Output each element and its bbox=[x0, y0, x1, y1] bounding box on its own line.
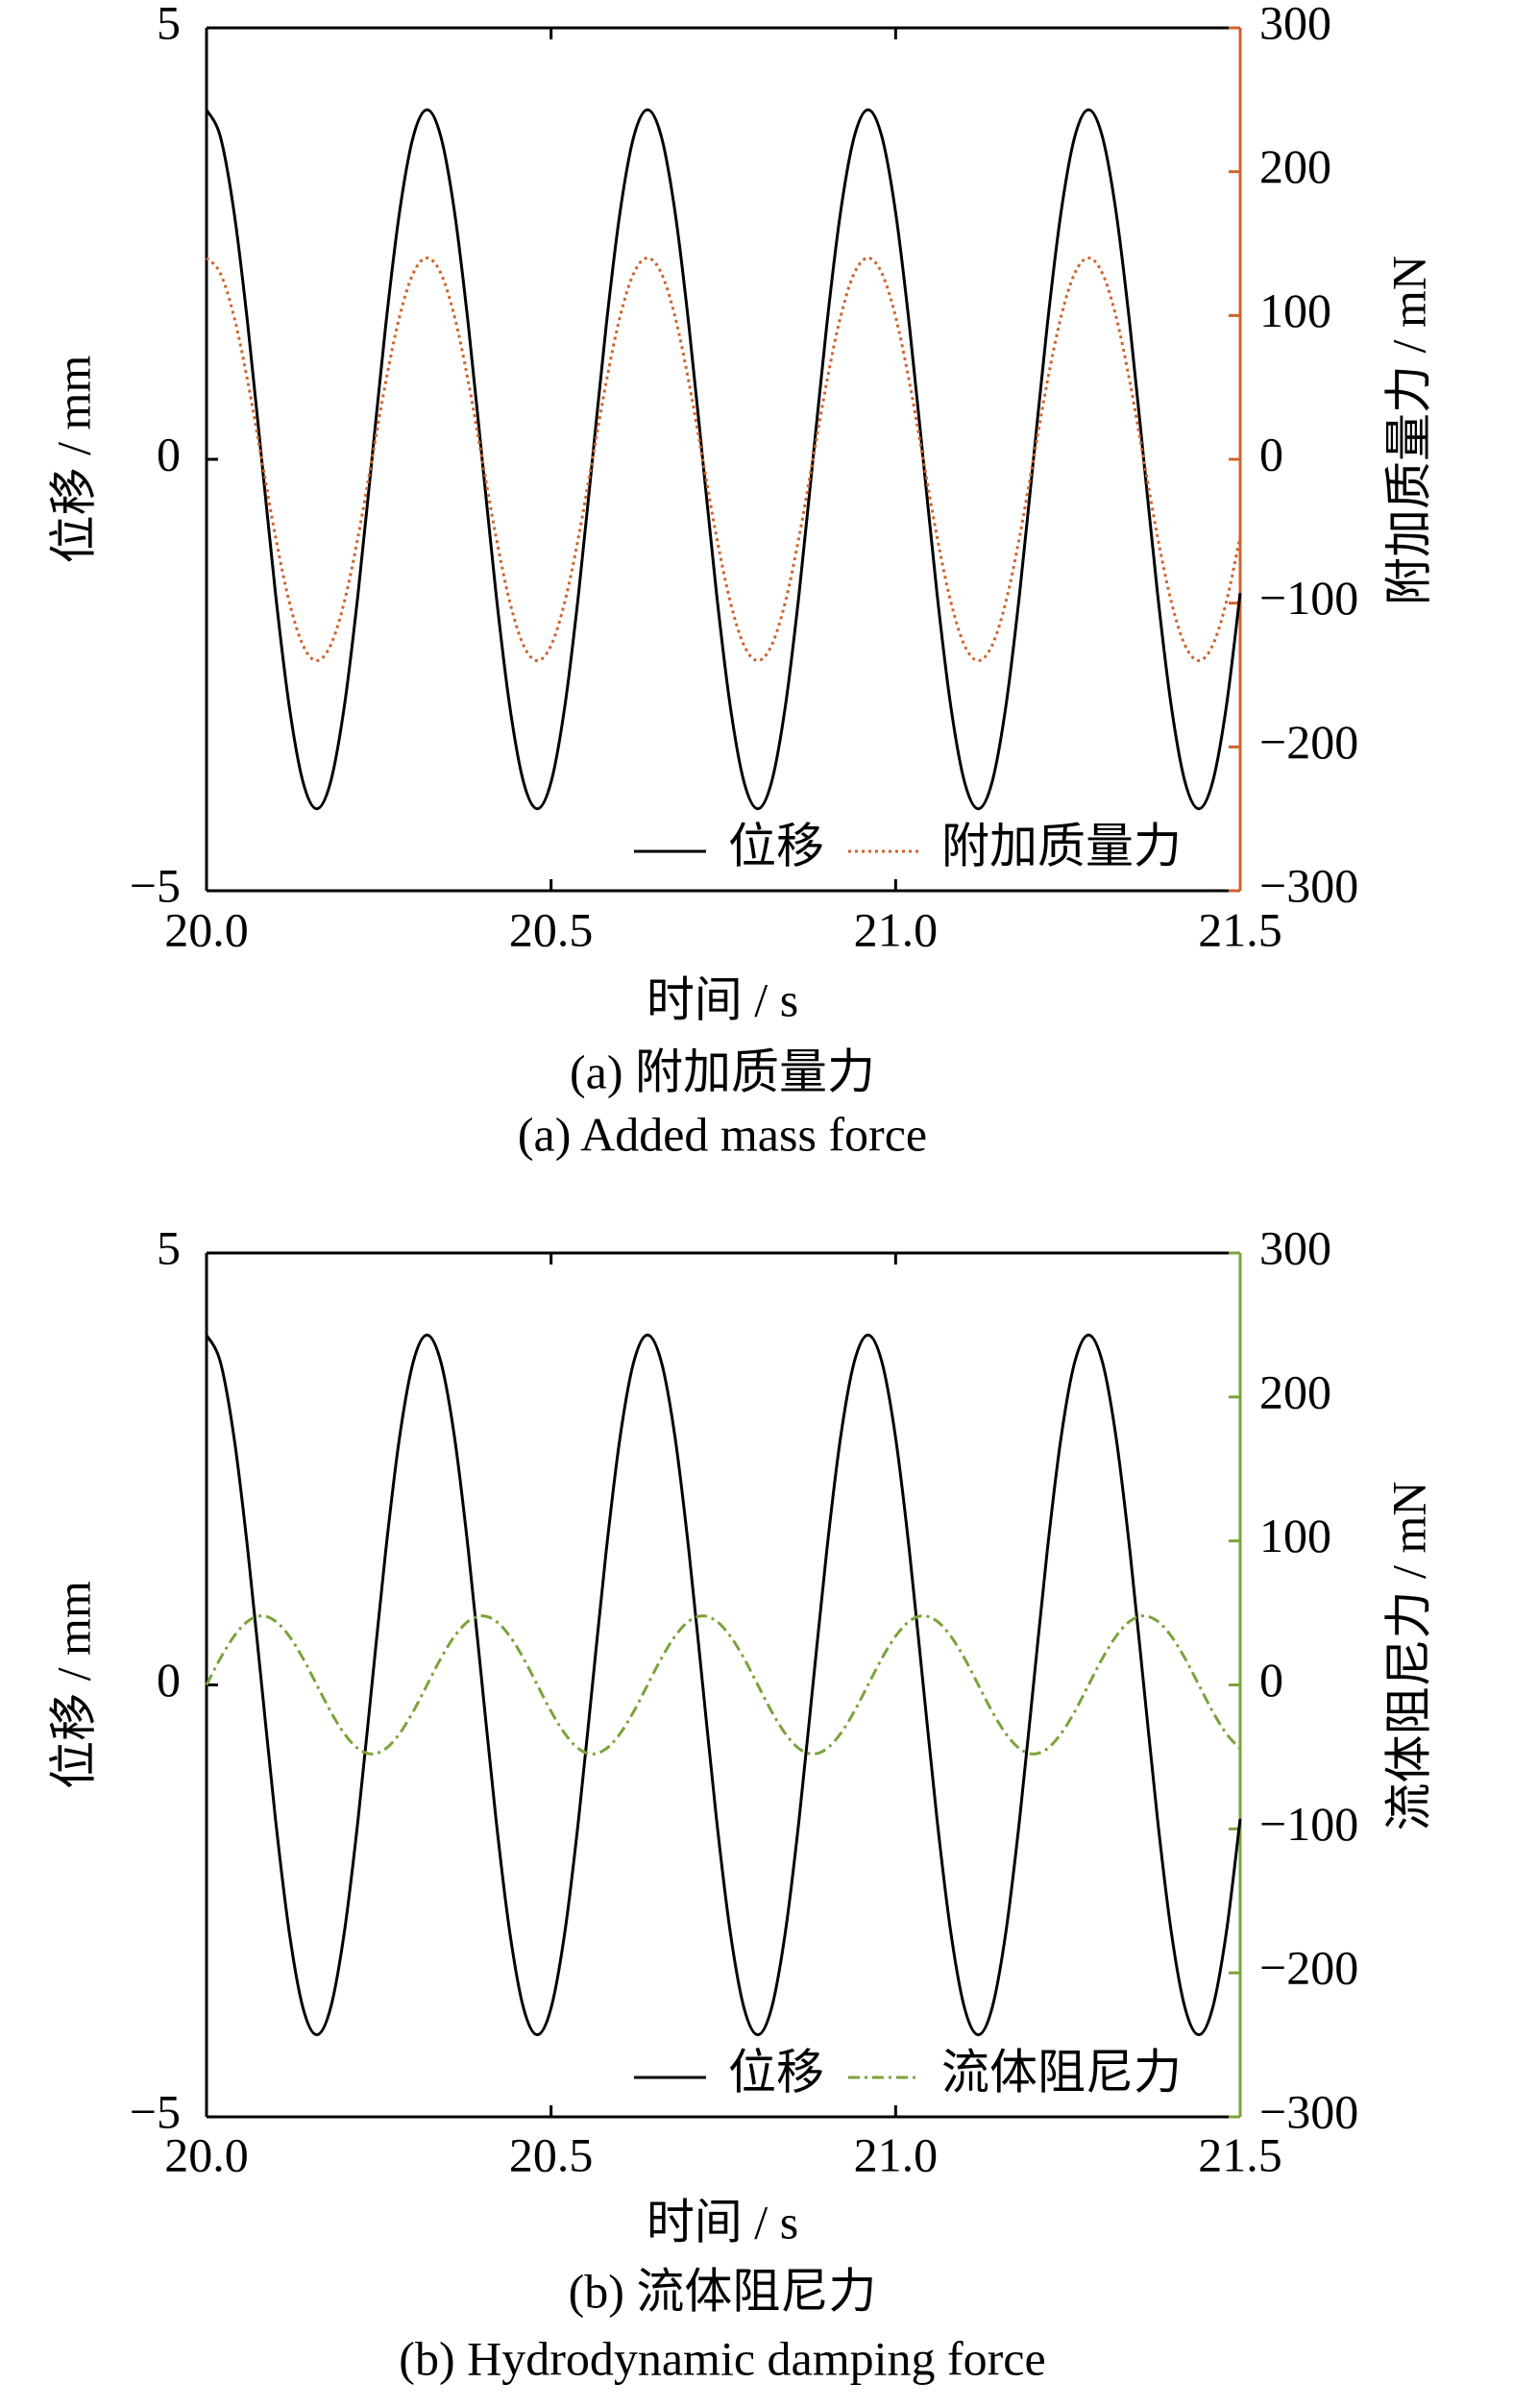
x-tick-label: 20.0 bbox=[164, 2127, 249, 2181]
series-line-displacement bbox=[205, 1333, 1242, 2037]
left-y-tick-label: 5 bbox=[157, 1220, 181, 1274]
right-y-tick-label: −200 bbox=[1259, 715, 1358, 769]
right-y-tick-label: −100 bbox=[1259, 1797, 1358, 1851]
caption-english: (b) Hydrodynamic damping force bbox=[399, 2331, 1045, 2385]
x-tick-label: 20.0 bbox=[164, 902, 249, 956]
x-tick-label: 21.5 bbox=[1198, 902, 1282, 956]
series-line-force bbox=[205, 1614, 1242, 1756]
right-y-tick-label: −300 bbox=[1259, 2084, 1358, 2138]
left-y-tick-label: 0 bbox=[157, 1653, 181, 1707]
right-y-tick-label: 300 bbox=[1259, 1220, 1331, 1274]
right-y-tick-label: 0 bbox=[1259, 1653, 1283, 1707]
right-y-tick-label: 100 bbox=[1259, 1509, 1331, 1562]
series-line-displacement bbox=[205, 108, 1242, 811]
x-tick-label: 20.5 bbox=[509, 902, 594, 956]
legend-label-force: 附加质量力 bbox=[941, 819, 1182, 872]
left-y-tick-label: 0 bbox=[157, 427, 181, 480]
left-y-tick-label: −5 bbox=[130, 858, 181, 912]
caption-english: (a) Added mass force bbox=[518, 1107, 927, 1161]
chart-panel-b: 20.0 20.5 21.0 21.5 5 0 −5 300 200 100 0 −100 −200 −3… bbox=[46, 1220, 1435, 2385]
right-y-tick-label: 200 bbox=[1259, 139, 1331, 193]
legend: 位移 附加质量力 bbox=[634, 819, 1182, 872]
left-y-tick-label: 5 bbox=[157, 0, 181, 49]
right-y-tick-label: −100 bbox=[1259, 571, 1358, 625]
series-line-force bbox=[205, 256, 1242, 663]
right-y-tick-label: 100 bbox=[1259, 283, 1331, 337]
x-tick-label: 21.0 bbox=[854, 902, 939, 956]
x-tick-label: 21.0 bbox=[854, 2127, 939, 2181]
caption-chinese: (b) 流体阻尼力 bbox=[569, 2264, 877, 2318]
right-y-tick-label: 300 bbox=[1259, 0, 1331, 49]
right-y-tick-label: −300 bbox=[1259, 858, 1358, 912]
right-y-tick-label: −200 bbox=[1259, 1941, 1358, 1995]
caption-chinese: (a) 附加质量力 bbox=[570, 1044, 875, 1098]
left-y-axis-label: 位移 / mm bbox=[46, 356, 100, 564]
x-axis-label: 时间 / s bbox=[647, 972, 798, 1026]
legend-label-displacement: 位移 bbox=[728, 2045, 824, 2099]
left-y-tick-label: −5 bbox=[130, 2084, 181, 2138]
x-tick-label: 21.5 bbox=[1198, 2127, 1282, 2181]
legend-label-force: 流体阻尼力 bbox=[941, 2045, 1182, 2099]
x-axis-label: 时间 / s bbox=[647, 2195, 798, 2248]
legend-label-displacement: 位移 bbox=[728, 819, 824, 872]
right-y-axis-label: 附加质量力 / mN bbox=[1381, 256, 1435, 605]
x-tick-label: 20.5 bbox=[509, 2127, 594, 2181]
right-y-tick-label: 200 bbox=[1259, 1364, 1331, 1418]
right-y-axis-label: 流体阻尼力 / mN bbox=[1381, 1482, 1435, 1831]
left-y-axis-label: 位移 / mm bbox=[46, 1581, 100, 1789]
chart-panel-a: 20.0 20.5 21.0 21.5 5 0 −5 300 200 100 0 −100 −200 −3… bbox=[46, 0, 1435, 1161]
legend: 位移 流体阻尼力 bbox=[634, 2045, 1182, 2099]
right-y-tick-label: 0 bbox=[1259, 427, 1283, 480]
